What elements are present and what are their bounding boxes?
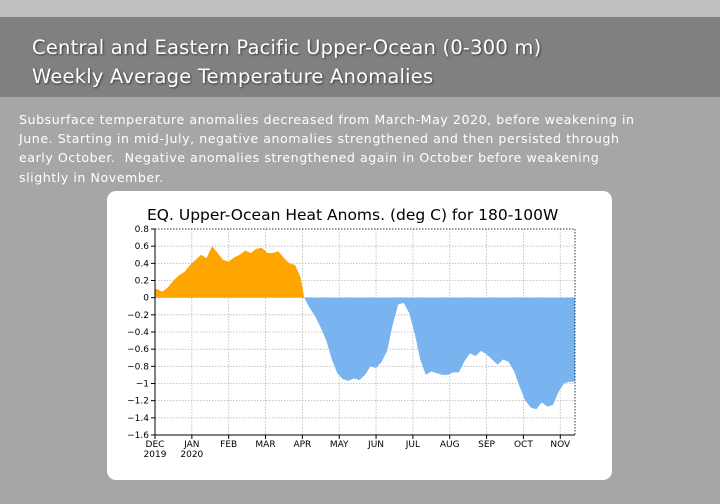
y-tick-label: −1.2	[127, 397, 149, 407]
x-month-label: APR	[293, 440, 311, 450]
slide-body-text: Subsurface temperature anomalies decreas…	[19, 112, 635, 185]
y-tick-label: 0.6	[135, 242, 150, 252]
y-tick-label: −0.6	[127, 345, 149, 355]
x-year-label: 2019	[144, 450, 167, 460]
y-tick-label: −0.2	[127, 311, 149, 321]
x-month-label: NOV	[550, 440, 571, 450]
x-year-label: 2020	[180, 450, 203, 460]
positive-anomaly-area	[155, 246, 575, 298]
x-month-label: FEB	[220, 440, 237, 450]
slide-title-line1: Central and Eastern Pacific Upper-Ocean …	[32, 36, 542, 59]
x-month-label: SEP	[478, 440, 495, 450]
x-month-label: DEC	[146, 440, 165, 450]
y-tick-label: 0	[143, 294, 149, 304]
anomaly-area	[155, 246, 575, 410]
x-month-label: OCT	[514, 440, 533, 450]
x-month-label: JUL	[405, 440, 420, 450]
y-tick-label: −1	[136, 380, 149, 390]
x-month-label: JUN	[367, 440, 384, 450]
heat-anomaly-chart: EQ. Upper-Ocean Heat Anoms. (deg C) for …	[127, 206, 576, 460]
x-month-label: MAY	[330, 440, 349, 450]
chart-card: EQ. Upper-Ocean Heat Anoms. (deg C) for …	[107, 191, 612, 480]
title-band	[0, 17, 720, 97]
y-tick-label: −0.4	[127, 328, 149, 338]
x-month-label: AUG	[440, 440, 460, 450]
y-tick-label: 0.4	[135, 259, 150, 269]
y-tick-labels: 0.8 0.6 0.4 0.2 0 −0.2 −0.4 −0.6 −0.8 −1 −1.2 −1.4 −…	[127, 225, 155, 441]
slide-title: Central and Eastern Pacific Upper-Ocean …	[32, 33, 692, 91]
y-tick-label: −0.8	[127, 362, 149, 372]
y-tick-label: −1.4	[127, 414, 149, 424]
x-tick-labels: DEC JAN FEB MAR APR MAY JUN JUL AUG SEP OCT NOV 2019…	[144, 435, 571, 460]
y-tick-label: −1.6	[127, 431, 149, 441]
negative-anomaly-area	[155, 297, 575, 410]
x-month-label: MAR	[255, 440, 275, 450]
x-month-label: JAN	[183, 440, 199, 450]
y-tick-label: 0.2	[135, 277, 149, 287]
chart-title: EQ. Upper-Ocean Heat Anoms. (deg C) for …	[147, 206, 558, 224]
slide-title-line2: Weekly Average Temperature Anomalies	[32, 65, 434, 88]
top-strip	[0, 0, 720, 17]
y-tick-label: 0.8	[135, 225, 150, 235]
